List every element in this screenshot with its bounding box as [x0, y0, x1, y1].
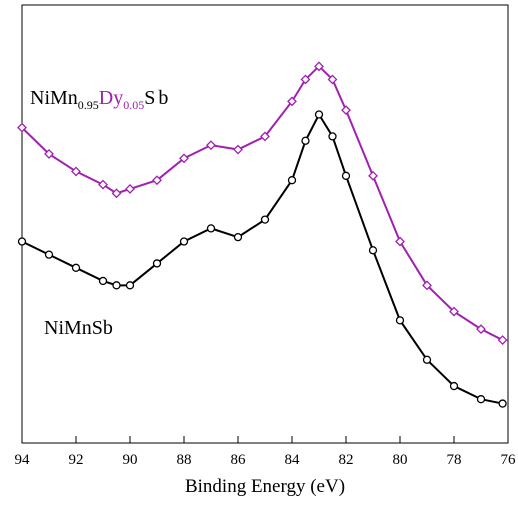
x-tick-label: 78	[447, 452, 462, 468]
point	[300, 74, 311, 85]
point	[328, 132, 337, 141]
point	[422, 355, 432, 364]
point	[449, 381, 459, 391]
point	[395, 236, 405, 247]
point	[152, 259, 162, 268]
point	[395, 316, 405, 325]
point	[341, 171, 351, 180]
point	[233, 232, 243, 242]
point	[17, 237, 27, 246]
annotation-part: Dy	[99, 87, 123, 109]
point	[44, 250, 54, 259]
point	[71, 263, 81, 272]
point	[368, 246, 378, 255]
point	[341, 105, 351, 116]
x-tick-label: 76	[501, 452, 517, 468]
point	[327, 74, 338, 85]
point	[497, 335, 508, 345]
annotation-part: 0.05	[123, 98, 144, 112]
annotation-part: NiMn	[30, 87, 78, 109]
point	[314, 61, 324, 72]
x-tick-label: 84	[285, 452, 301, 468]
x-tick-label: 94	[15, 452, 31, 468]
x-tick-label: 92	[69, 452, 84, 468]
point	[498, 399, 507, 408]
x-tick-label: 82	[339, 452, 354, 468]
point	[179, 153, 189, 164]
x-tick-label: 80	[393, 452, 408, 468]
point	[260, 131, 270, 142]
point	[125, 281, 135, 290]
point	[206, 224, 216, 233]
plot-frame	[21, 4, 509, 444]
point	[111, 188, 122, 199]
point	[476, 324, 486, 335]
point	[287, 176, 297, 185]
point	[98, 276, 108, 286]
point	[112, 281, 121, 290]
point	[179, 237, 189, 246]
point	[125, 184, 135, 194]
point	[476, 395, 486, 404]
fit-line	[21, 112, 503, 405]
x-tick-label: 86	[231, 452, 247, 468]
annotation-part: Sb	[144, 87, 171, 109]
annotation-doped: NiMn0.95Dy0.05Sb	[30, 87, 171, 112]
point	[71, 166, 81, 177]
point	[152, 175, 162, 186]
fit-line	[21, 64, 504, 341]
x-axis-label: Binding Energy (eV)	[185, 476, 345, 497]
point	[44, 149, 54, 159]
point	[233, 144, 243, 155]
point	[206, 140, 216, 151]
point	[260, 215, 270, 224]
annotation-undoped: NiMnSb	[44, 317, 113, 339]
point	[287, 96, 297, 107]
point	[301, 136, 310, 145]
point	[422, 280, 432, 291]
annotation-part: 0.95	[78, 98, 99, 112]
x-tick-label: 90	[123, 452, 138, 468]
point	[368, 170, 378, 181]
point	[314, 110, 324, 119]
point	[98, 179, 108, 190]
point	[17, 122, 27, 133]
point	[449, 306, 459, 317]
x-tick-label: 88	[177, 452, 192, 468]
